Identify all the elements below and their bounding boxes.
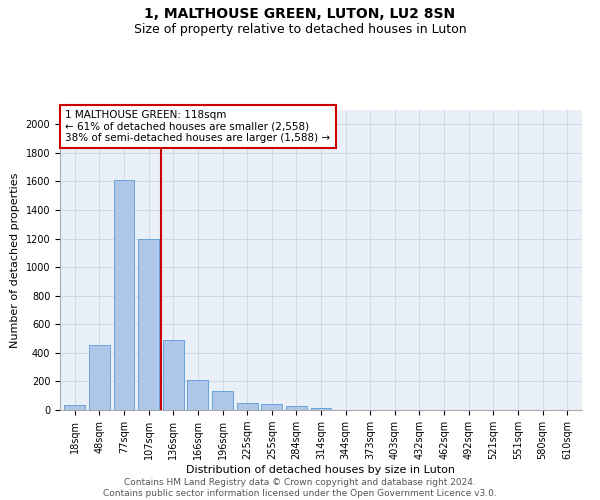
Bar	[187, 380, 208, 410]
Bar	[311, 408, 331, 410]
Text: 1, MALTHOUSE GREEN, LUTON, LU2 8SN: 1, MALTHOUSE GREEN, LUTON, LU2 8SN	[145, 8, 455, 22]
Text: 1 MALTHOUSE GREEN: 118sqm
← 61% of detached houses are smaller (2,558)
38% of se: 1 MALTHOUSE GREEN: 118sqm ← 61% of detac…	[65, 110, 331, 143]
Bar	[212, 392, 233, 410]
Bar	[261, 404, 282, 410]
Bar	[113, 180, 134, 410]
Text: Size of property relative to detached houses in Luton: Size of property relative to detached ho…	[134, 22, 466, 36]
Bar	[138, 238, 159, 410]
Text: Contains HM Land Registry data © Crown copyright and database right 2024.
Contai: Contains HM Land Registry data © Crown c…	[103, 478, 497, 498]
Bar	[89, 345, 110, 410]
X-axis label: Distribution of detached houses by size in Luton: Distribution of detached houses by size …	[187, 465, 455, 475]
Bar	[236, 403, 257, 410]
Bar	[163, 340, 184, 410]
Bar	[64, 405, 85, 410]
Y-axis label: Number of detached properties: Number of detached properties	[10, 172, 20, 348]
Bar	[286, 406, 307, 410]
